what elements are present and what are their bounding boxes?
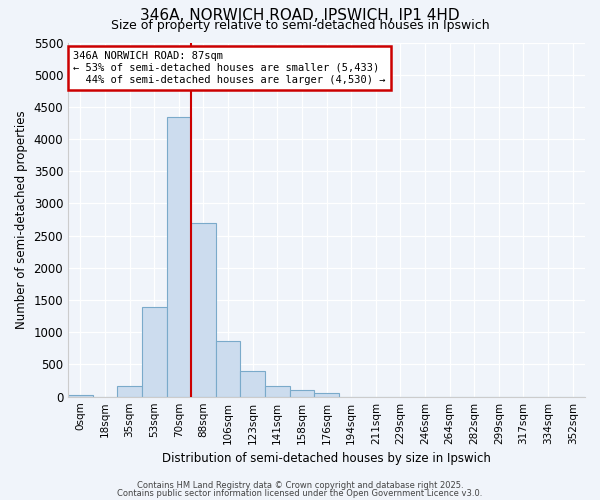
Bar (290, 390, 314, 396)
Text: Contains HM Land Registry data © Crown copyright and database right 2025.: Contains HM Land Registry data © Crown c… (137, 481, 463, 490)
Bar (314, 393, 339, 396)
Bar (167, 116, 191, 396)
Text: 346A, NORWICH ROAD, IPSWICH, IP1 4HD: 346A, NORWICH ROAD, IPSWICH, IP1 4HD (140, 8, 460, 22)
Bar (142, 307, 167, 396)
Text: Contains public sector information licensed under the Open Government Licence v3: Contains public sector information licen… (118, 488, 482, 498)
Text: Size of property relative to semi-detached houses in Ipswich: Size of property relative to semi-detach… (110, 19, 490, 32)
Y-axis label: Number of semi-detached properties: Number of semi-detached properties (15, 110, 28, 329)
Bar (216, 340, 241, 396)
Bar (265, 386, 290, 396)
Bar (191, 223, 216, 396)
Bar (117, 386, 142, 396)
Text: 346A NORWICH ROAD: 87sqm
← 53% of semi-detached houses are smaller (5,433)
  44%: 346A NORWICH ROAD: 87sqm ← 53% of semi-d… (73, 52, 386, 84)
Bar (241, 371, 265, 396)
X-axis label: Distribution of semi-detached houses by size in Ipswich: Distribution of semi-detached houses by … (162, 452, 491, 465)
Bar (68, 394, 92, 396)
